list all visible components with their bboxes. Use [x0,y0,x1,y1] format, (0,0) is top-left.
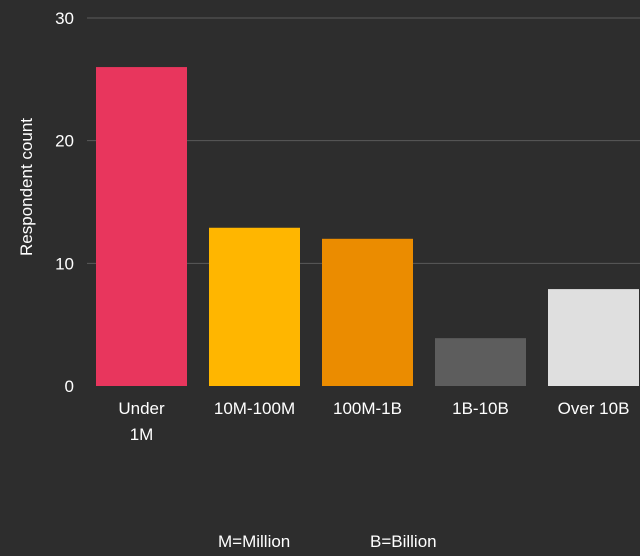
bar [435,338,526,386]
y-tick-label: 30 [55,9,74,28]
legend-note-million: M=Million [218,532,291,551]
x-tick-label: 10M-100M [214,399,295,418]
x-axis-ticks: Under 1M 10M-100M 100M-1B 1B-10B Over 10B [118,399,629,444]
bar [322,238,413,386]
bar [548,289,639,386]
bar [96,67,187,387]
bar [209,227,300,386]
y-tick-label: 10 [55,254,74,273]
x-tick-label: Under 1M [118,399,165,444]
bars [96,67,639,387]
legend-note-billion: B=Billion [370,532,437,551]
y-tick-label: 20 [55,132,74,151]
x-tick-label: 1B-10B [452,399,509,418]
x-tick-label: Over 10B [558,399,630,418]
y-axis-ticks: 0 10 20 30 [55,9,74,396]
y-tick-label: 0 [65,377,74,396]
x-tick-label: 100M-1B [333,399,402,418]
y-axis-label: Respondent count [17,118,36,256]
